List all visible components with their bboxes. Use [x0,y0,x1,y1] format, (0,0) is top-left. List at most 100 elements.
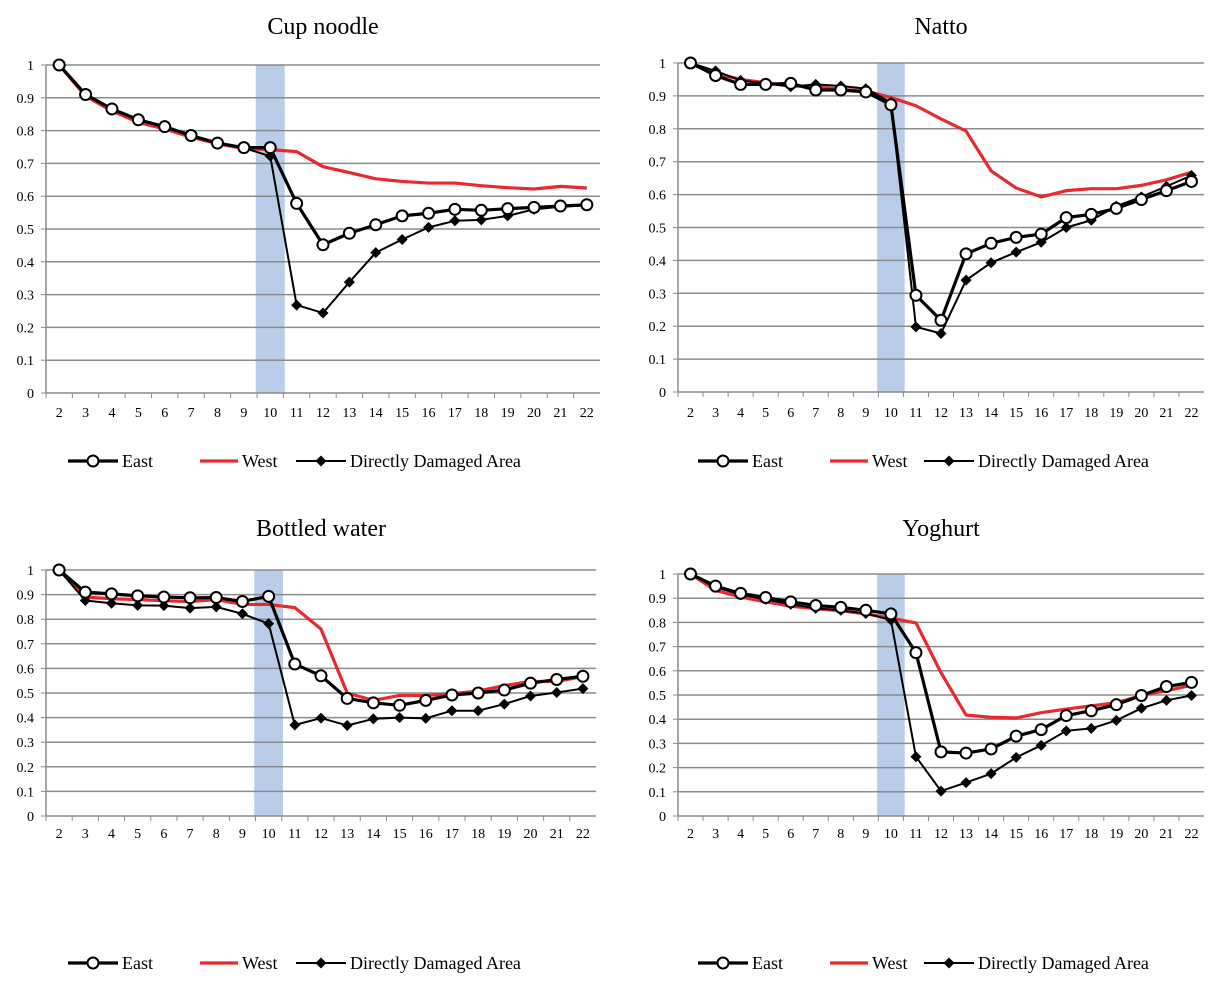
y-tick-label: 0.1 [649,353,667,368]
x-tick-label: 5 [762,406,769,421]
x-tick-label: 10 [884,406,898,421]
data-point-directly-damaged-area [1060,222,1072,233]
data-point-east [158,120,172,134]
y-tick-label: 0.2 [649,320,667,335]
data-point-east [263,141,277,155]
x-tick-label: 10 [262,827,276,842]
y-tick-label: 0.8 [17,613,35,628]
data-point-east [859,85,873,99]
data-point-east [527,200,541,214]
data-point-east [497,683,511,697]
data-point-east [183,591,197,605]
data-point-east [1009,230,1023,244]
legend-label: Directly Damaged Area [350,451,521,471]
data-point-east [316,238,330,252]
data-point-directly-damaged-area [1185,689,1197,701]
x-tick-label: 8 [837,827,844,842]
data-point-east [684,56,698,70]
data-point-directly-damaged-area [289,719,301,731]
y-tick-label: 0.8 [649,616,667,631]
x-tick-label: 17 [1059,827,1073,842]
data-point-east [1084,704,1098,718]
x-tick-label: 7 [187,827,194,842]
legend-item-east: East [698,953,783,973]
data-point-directly-damaged-area [423,221,435,233]
data-point-east [342,226,356,240]
data-point-east [474,203,488,217]
x-tick-label: 19 [1109,406,1123,421]
y-tick-label: 0.4 [649,713,667,728]
data-point-east [709,579,723,593]
data-point-east [884,98,898,112]
legend-label: Directly Damaged Area [978,451,1149,471]
y-tick-label: 0 [659,386,666,401]
data-point-east [1059,709,1073,723]
data-point-east [79,88,93,102]
data-point-east [237,141,251,155]
x-tick-label: 7 [812,406,819,421]
x-tick-label: 5 [134,827,141,842]
data-point-directly-damaged-area [132,599,144,611]
x-tick-label: 20 [524,827,538,842]
data-point-east [684,567,698,581]
data-point-directly-damaged-area [1085,722,1097,734]
x-tick-label: 17 [445,827,459,842]
data-point-east [366,696,380,710]
x-tick-label: 4 [108,827,115,842]
data-point-east [157,590,171,604]
x-tick-label: 19 [501,406,515,421]
data-point-east [734,77,748,91]
data-point-east [1034,723,1048,737]
data-point-directly-damaged-area [210,601,222,613]
data-point-east [422,206,436,220]
data-point-directly-damaged-area [341,719,353,731]
x-tick-label: 22 [1184,406,1198,421]
y-tick-label: 0 [27,387,34,402]
x-tick-label: 21 [553,406,567,421]
x-tick-label: 14 [984,827,998,842]
data-point-directly-damaged-area [960,777,972,789]
x-tick-label: 9 [862,406,869,421]
legend-item-east: East [68,451,153,471]
x-tick-label: 2 [687,827,694,842]
y-tick-label: 0.7 [17,157,35,172]
y-tick-label: 0.9 [649,592,667,607]
x-tick-label: 10 [884,827,898,842]
chart-title: Bottled water [256,516,386,542]
y-tick-label: 0.2 [649,762,667,777]
x-tick-label: 20 [1134,406,1148,421]
legend-item-west: West [830,953,908,973]
y-tick-label: 0.1 [649,786,667,801]
x-tick-label: 21 [1159,827,1173,842]
legend-label: Directly Damaged Area [350,953,521,973]
legend-label: East [122,451,153,471]
y-tick-label: 0.6 [649,189,667,204]
data-point-east [784,595,798,609]
data-point-east [834,600,848,614]
y-tick-label: 0.3 [649,737,667,752]
data-point-east [52,58,66,72]
x-tick-label: 13 [340,827,354,842]
data-point-east [340,691,354,705]
data-point-east [445,688,459,702]
data-point-east [909,646,923,660]
data-point-directly-damaged-area [420,712,432,724]
x-tick-label: 13 [342,406,356,421]
data-point-east [984,236,998,250]
series-line-east [689,61,1193,322]
chart-panel-natto: Natto 0 0.1 0.2 0.3 0.4 0.5 0.6 0.7 0.8 0.9 1 2 3 4 5 6 7… [608,0,1215,500]
x-tick-label: 11 [909,406,922,421]
x-tick-label: 2 [56,827,63,842]
data-point-directly-damaged-area [184,602,196,614]
legend-label: Directly Damaged Area [978,953,1149,973]
chart-panel-yoghurt: Yoghurt 0 0.1 0.2 0.3 0.4 0.5 0.6 0.7 0.8 0.9 1 2 3 4 5… [608,495,1215,984]
data-point-east [1059,211,1073,225]
data-point-east [288,657,302,671]
legend-marker [716,956,730,970]
data-point-east [809,83,823,97]
legend-item-directly-damaged-area: Directly Damaged Area [296,953,521,973]
y-tick-label: 0 [659,810,666,825]
x-tick-label: 16 [1034,827,1048,842]
data-point-directly-damaged-area [1110,714,1122,726]
